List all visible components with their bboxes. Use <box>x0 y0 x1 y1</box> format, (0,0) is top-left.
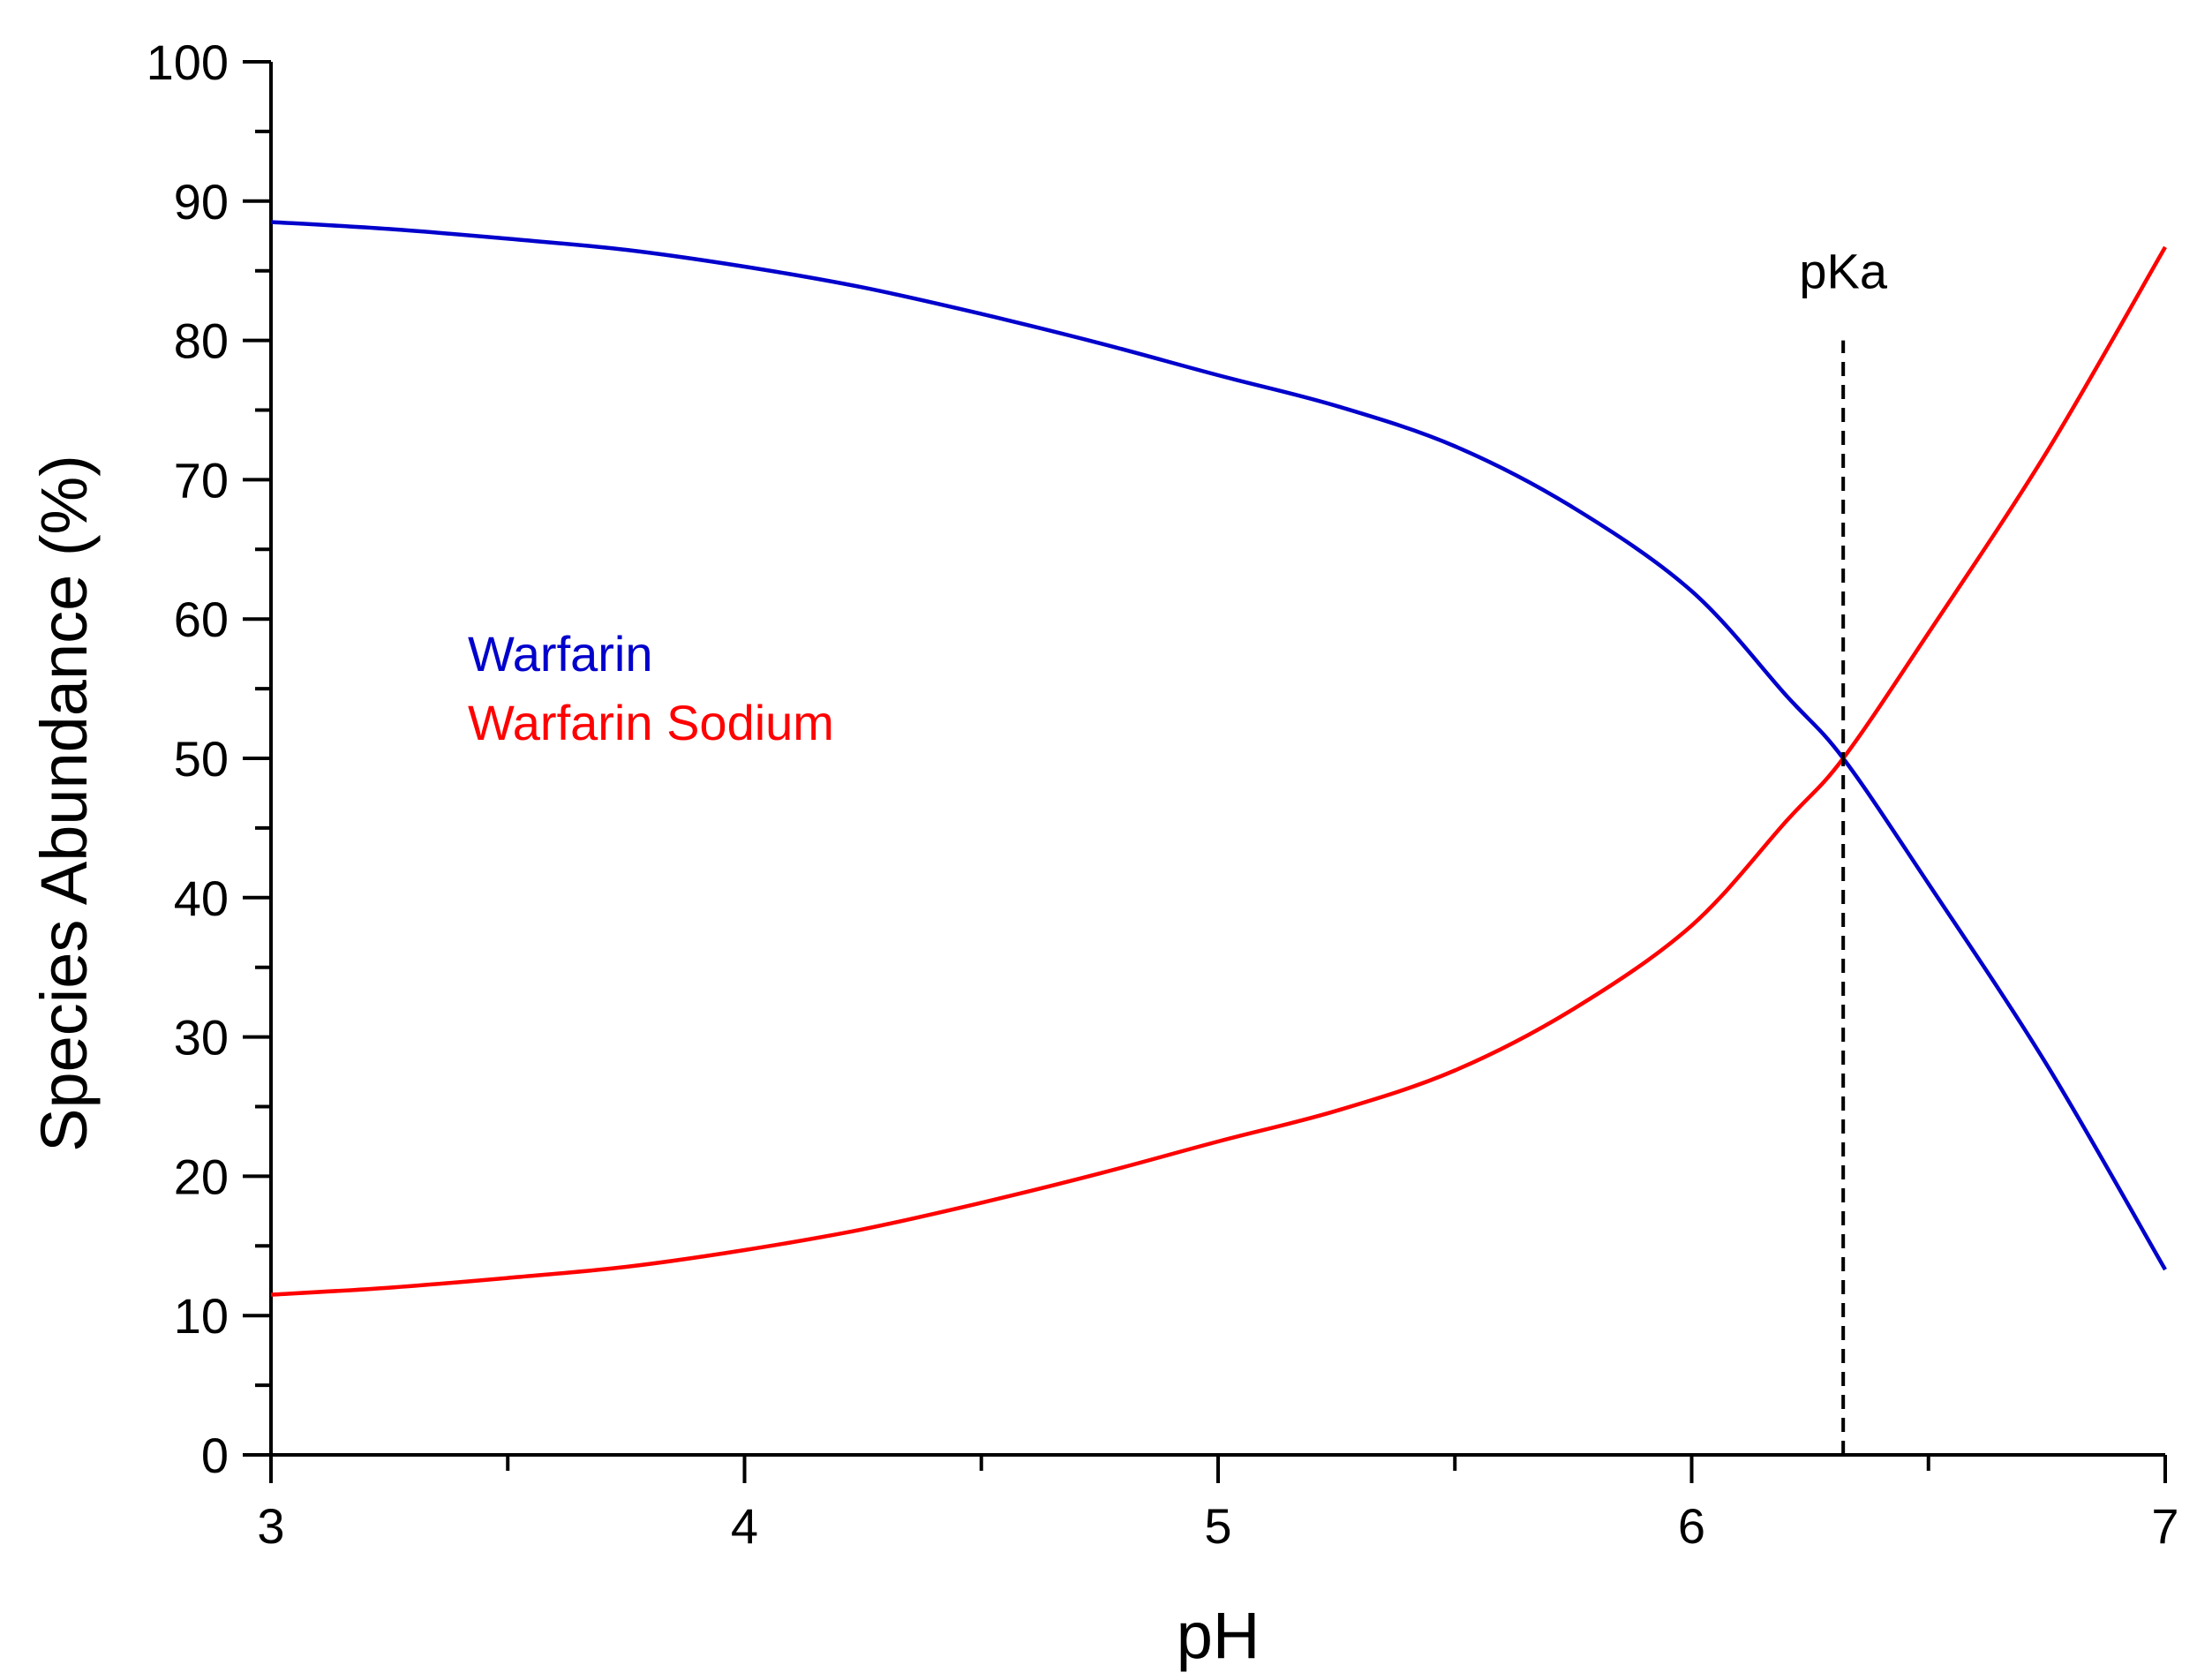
y-tick-label: 40 <box>174 870 229 926</box>
axes: 0 10 20 30 40 50 60 70 80 90 100 3 4 5 6 7 <box>147 34 2179 1554</box>
y-tick-label: 90 <box>174 174 229 230</box>
y-tick-label: 60 <box>174 591 229 647</box>
x-tick-label: 5 <box>1204 1498 1231 1554</box>
x-tick-label: 7 <box>2151 1498 2178 1554</box>
y-tick-label: 50 <box>174 731 229 787</box>
y-tick-label: 30 <box>174 1010 229 1066</box>
x-axis-title: pH <box>1177 1599 1260 1672</box>
legend: Warfarin Warfarin Sodium <box>468 626 834 750</box>
y-tick-label: 0 <box>201 1428 229 1483</box>
legend-entry: Warfarin <box>468 626 653 682</box>
y-tick-label: 80 <box>174 313 229 369</box>
y-tick-label: 10 <box>174 1288 229 1344</box>
y-tick-label: 100 <box>147 34 229 90</box>
x-tick-label: 6 <box>1678 1498 1705 1554</box>
series-lines <box>270 220 2167 1297</box>
annotations: pKa <box>1799 244 1888 1455</box>
pka-label: pKa <box>1799 244 1887 299</box>
series-line-warfarin-sodium <box>270 245 2167 1297</box>
y-tick-label: 70 <box>174 452 229 508</box>
y-tick-label: 20 <box>174 1149 229 1204</box>
x-tick-label: 4 <box>731 1498 758 1554</box>
x-tick-label: 3 <box>257 1498 284 1554</box>
y-axis-title: Species Abundance (%) <box>27 455 101 1152</box>
series-line-warfarin <box>270 220 2167 1271</box>
legend-entry: Warfarin Sodium <box>468 695 834 750</box>
